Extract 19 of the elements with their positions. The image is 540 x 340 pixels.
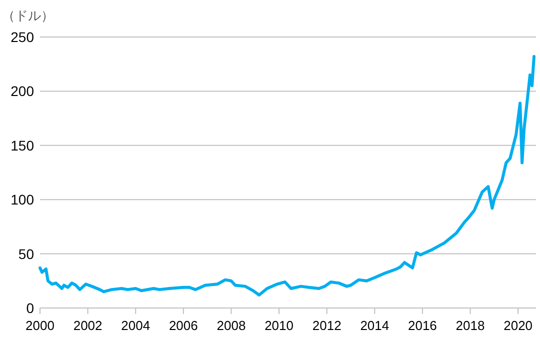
x-tick-label: 2020 — [504, 318, 533, 333]
x-tick-label: 2016 — [408, 318, 437, 333]
x-tick-label: 2008 — [216, 318, 246, 333]
x-tick-label: 2000 — [26, 318, 54, 333]
y-tick-label: 0 — [26, 300, 34, 316]
x-tick-label: 2012 — [312, 318, 342, 333]
x-tick-label: 2006 — [168, 318, 198, 333]
x-tick-label: 2018 — [456, 318, 485, 333]
y-tick-label: 250 — [10, 29, 34, 45]
y-tick-label: 50 — [18, 246, 34, 262]
y-tick-label: 100 — [10, 192, 34, 208]
x-tick-label: 2002 — [73, 318, 102, 333]
line-series — [38, 55, 536, 296]
y-axis-title: （ドル） — [2, 8, 54, 23]
x-tick-label: 2014 — [360, 318, 390, 333]
y-tick-label: 200 — [10, 83, 34, 100]
x-tick-label: 2010 — [264, 318, 294, 333]
y-tick-label: 150 — [10, 137, 34, 154]
x-tick-label: 2004 — [121, 318, 150, 333]
